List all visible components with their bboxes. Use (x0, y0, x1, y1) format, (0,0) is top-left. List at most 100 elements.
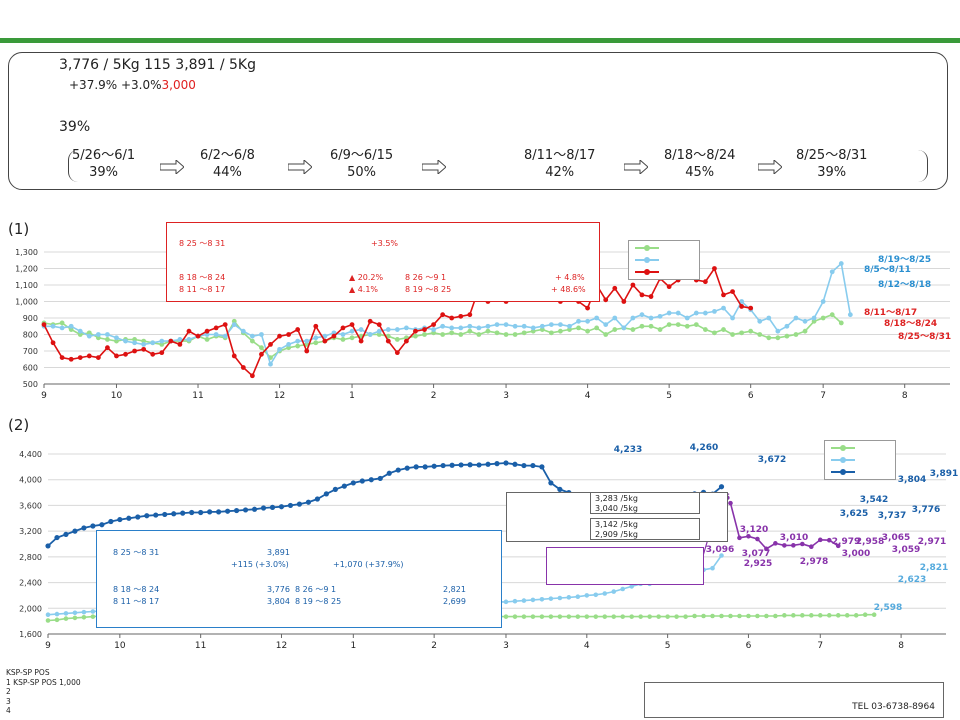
data-point (576, 325, 581, 331)
x-tick-label: 8 (902, 391, 908, 401)
data-point (204, 332, 210, 337)
x-tick-label: 3 (503, 641, 509, 651)
data-point (557, 614, 563, 619)
week-item-5: 8/25〜8/31 39% (796, 147, 867, 181)
week-label-5: 8/25〜8/31 (796, 148, 868, 163)
data-point (773, 541, 778, 546)
data-annotation: 3,120 (740, 525, 768, 535)
x-tick-label: 3 (503, 391, 509, 401)
data-point (340, 337, 346, 342)
data-point (162, 511, 168, 518)
data-point (730, 332, 735, 337)
data-point (611, 614, 617, 619)
data-point (802, 328, 808, 334)
week-label-0: 5/26〜6/1 (72, 148, 136, 163)
data-point (95, 335, 101, 341)
data-point (755, 613, 760, 619)
data-point (539, 596, 545, 602)
data-point (728, 500, 733, 506)
price-box-r4a: 8 11 〜8 17 (113, 597, 160, 606)
data-point (458, 325, 464, 331)
data-point (458, 332, 464, 337)
data-point (521, 614, 527, 619)
data-point (77, 355, 83, 360)
y-tick-label: 2,000 (19, 604, 42, 613)
data-point (521, 462, 527, 469)
price-legend-r4 (831, 443, 860, 454)
data-point (340, 332, 346, 337)
data-point (603, 332, 609, 337)
data-point (746, 533, 751, 539)
data-point (548, 322, 554, 327)
data-point (476, 462, 482, 468)
data-point (782, 613, 787, 618)
data-point (72, 615, 78, 621)
data-point (629, 614, 634, 619)
data-annotation: 8/18〜8/24 (884, 319, 937, 329)
data-point (764, 546, 769, 552)
price-legend-r6-swatch (831, 468, 855, 475)
data-annotation: 3,672 (758, 455, 786, 465)
data-point (530, 325, 536, 331)
data-point (692, 613, 697, 619)
data-point (791, 613, 796, 618)
data-point (431, 327, 436, 332)
data-point (123, 338, 128, 344)
data-point (331, 333, 337, 339)
vol-legend-r5 (635, 255, 664, 266)
data-annotation: 3,776 (912, 505, 940, 515)
data-point (50, 323, 56, 329)
data-point (440, 323, 446, 329)
data-point (721, 327, 726, 332)
weeks-bracket (68, 150, 928, 182)
data-point (45, 543, 51, 549)
data-point (701, 613, 706, 619)
data-point (593, 614, 599, 619)
data-point (530, 328, 536, 334)
data-annotation: 3,737 (878, 511, 906, 521)
data-point (557, 595, 563, 601)
data-point (225, 508, 231, 514)
data-point (657, 327, 663, 332)
data-point (68, 323, 74, 329)
vol-legend-r5-swatch (635, 256, 659, 263)
data-point (494, 322, 500, 327)
data-point (105, 345, 110, 351)
data-point (68, 356, 74, 362)
data-point (739, 299, 745, 304)
data-point (802, 318, 808, 324)
data-point (548, 614, 554, 619)
data-annotation: 2,971 (918, 537, 946, 547)
x-tick-label: 11 (195, 641, 206, 651)
y-tick-label: 3,200 (19, 527, 42, 536)
data-point (63, 531, 69, 537)
data-point (440, 332, 446, 337)
price-box-r2: +115 (+3.0%) (231, 560, 289, 569)
data-annotation: 3,010 (780, 533, 808, 543)
data-point (114, 353, 119, 359)
data-point (829, 312, 835, 318)
data-point (259, 345, 264, 351)
data-point (86, 330, 92, 336)
vol-box-r1: 8 25 〜8 31 (179, 239, 226, 248)
data-point (512, 332, 518, 337)
data-point (458, 462, 464, 468)
price-box-r3a: 8 18 〜8 24 (113, 585, 160, 594)
data-point (728, 613, 733, 619)
data-point (503, 460, 509, 466)
y-tick-label: 1,000 (15, 298, 38, 307)
data-point (603, 297, 609, 303)
data-point (135, 514, 141, 520)
price-box-r4bv: 2,699 (443, 597, 466, 606)
data-point (721, 305, 726, 311)
data-point (737, 535, 742, 541)
data-point (539, 323, 545, 329)
data-point (567, 327, 572, 332)
week-label-2: 6/9〜6/15 (330, 148, 394, 163)
vol-box-r2bv: + 4.8% (555, 273, 585, 282)
data-point (710, 565, 715, 571)
data-point (838, 320, 844, 326)
data-point (775, 335, 781, 341)
data-point (349, 335, 355, 341)
data-point (766, 335, 772, 341)
